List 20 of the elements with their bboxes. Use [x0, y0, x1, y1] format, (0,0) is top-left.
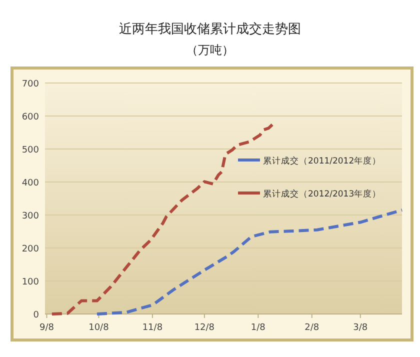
- y-tick-label: 500: [22, 146, 40, 156]
- y-tick-label: 100: [22, 278, 40, 288]
- x-tick-label: 3/8: [353, 323, 368, 333]
- x-tick-label: 1/8: [250, 323, 266, 333]
- y-tick-label: 400: [22, 178, 40, 188]
- x-tick-label: 2/8: [304, 323, 320, 333]
- line-series: [95, 208, 404, 316]
- legend-label: 累计成交（2012/2013年度）: [263, 188, 382, 200]
- y-tick-label: 700: [22, 80, 40, 90]
- x-tick-label: 11/8: [142, 323, 163, 333]
- y-tick-label: 300: [22, 212, 40, 222]
- x-tick-label: 9/8: [39, 323, 54, 333]
- legend-label: 累计成交（2011/2012年度）: [263, 156, 382, 166]
- y-tick-label: 0: [33, 310, 40, 320]
- y-tick-label: 600: [22, 112, 40, 122]
- x-tick-label: 10/8: [88, 323, 110, 333]
- x-tick-label: 12/8: [194, 323, 215, 333]
- chart-title: 近两年我国收储累计成交走势图: [119, 21, 301, 37]
- y-tick-label: 200: [22, 244, 40, 254]
- chart-subtitle: （万吨）: [186, 43, 234, 57]
